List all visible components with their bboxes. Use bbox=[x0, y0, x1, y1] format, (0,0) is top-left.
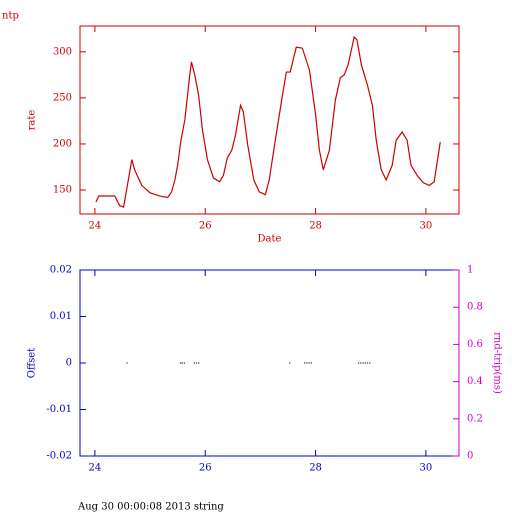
point bbox=[369, 362, 371, 364]
y-tick-label: -0.02 bbox=[46, 451, 72, 462]
y2-tick-label: 1 bbox=[467, 265, 473, 276]
x-tick-label: 30 bbox=[420, 221, 433, 232]
y-tick-label: 250 bbox=[53, 92, 72, 103]
x-tick-label: 24 bbox=[89, 463, 102, 474]
y2-tick-label: 0.4 bbox=[467, 376, 483, 387]
plot-frame bbox=[79, 269, 460, 457]
chart-title: ntp bbox=[2, 11, 19, 22]
line bbox=[95, 35, 441, 208]
point bbox=[362, 362, 364, 364]
y-axis-label: Offset bbox=[27, 348, 38, 378]
point bbox=[195, 362, 198, 364]
x-tick-label: 26 bbox=[199, 221, 212, 232]
y2-tick-label: 0 bbox=[467, 451, 473, 462]
y-axis-label: rate bbox=[27, 110, 38, 131]
point bbox=[181, 362, 183, 364]
y2-tick-label: 0.6 bbox=[467, 339, 483, 350]
point bbox=[198, 362, 200, 364]
y-tick-label: 200 bbox=[53, 138, 72, 149]
point bbox=[360, 362, 362, 364]
y-tick-label: 0.01 bbox=[50, 311, 72, 322]
y-tick-label: 0 bbox=[66, 358, 72, 369]
point bbox=[304, 362, 306, 364]
footer: Aug 30 00:00:08 2013 string bbox=[77, 502, 224, 512]
point bbox=[126, 362, 128, 364]
plot-frame bbox=[79, 25, 460, 215]
point bbox=[193, 362, 195, 364]
y-tick-label: 300 bbox=[53, 46, 72, 57]
x-tick-label: 30 bbox=[420, 463, 433, 474]
x-axis-label: Date bbox=[258, 234, 282, 245]
point bbox=[364, 362, 366, 364]
y-tick-label: 0.02 bbox=[50, 265, 72, 276]
x-tick-label: 28 bbox=[309, 221, 322, 232]
x-tick-label: 26 bbox=[199, 463, 212, 474]
y-tick-label: -0.01 bbox=[46, 404, 72, 415]
point bbox=[289, 362, 291, 364]
point bbox=[308, 362, 310, 364]
point bbox=[310, 362, 312, 364]
x-tick-label: 28 bbox=[309, 463, 322, 474]
point bbox=[183, 362, 185, 364]
y-tick-label: 150 bbox=[53, 185, 72, 196]
y2-axis-label: rnd-trip(ms) bbox=[492, 332, 503, 394]
point bbox=[366, 362, 369, 364]
point bbox=[179, 362, 182, 364]
y2-tick-label: 0.2 bbox=[467, 413, 483, 424]
point bbox=[358, 362, 360, 364]
point bbox=[306, 362, 308, 364]
y2-tick-label: 0.8 bbox=[467, 302, 483, 313]
x-tick-label: 24 bbox=[89, 221, 102, 232]
